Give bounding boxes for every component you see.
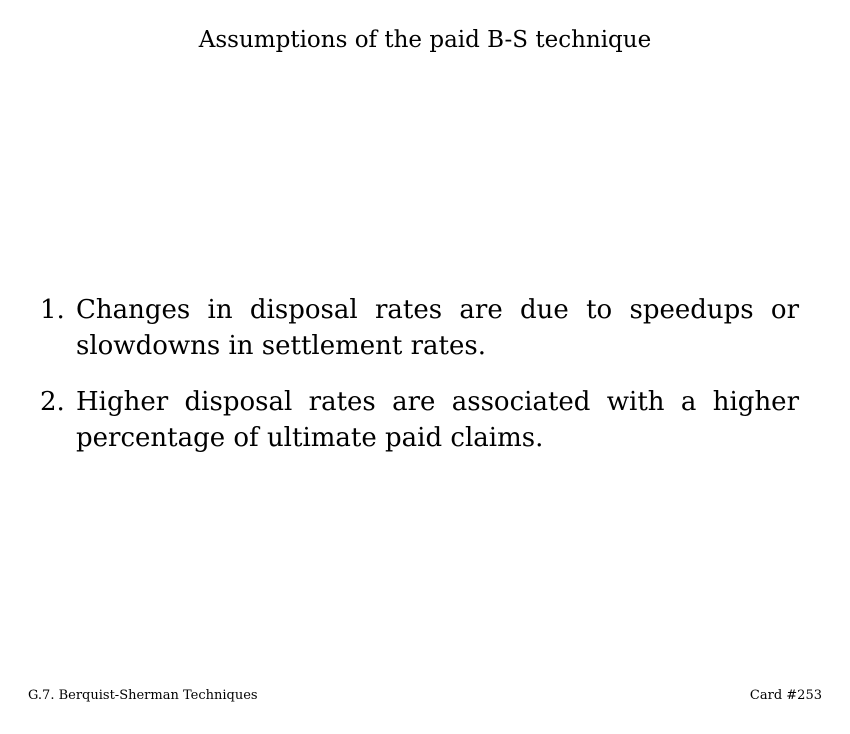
assumptions-list: 1. Changes in disposal rates are due to … (40, 292, 799, 476)
footer-card-number: Card #253 (749, 688, 822, 703)
assumption-number: 2. (40, 387, 65, 417)
assumption-text: Changes in disposal rates are due to spe… (76, 295, 799, 361)
footer-section-label: G.7. Berquist-Sherman Techniques (28, 688, 258, 703)
assumption-item: 1. Changes in disposal rates are due to … (40, 292, 799, 364)
assumption-text: Higher disposal rates are associated wit… (76, 387, 799, 453)
card-title: Assumptions of the paid B-S technique (198, 27, 652, 53)
assumption-item: 2. Higher disposal rates are associated … (40, 384, 799, 456)
assumption-number: 1. (40, 295, 65, 325)
